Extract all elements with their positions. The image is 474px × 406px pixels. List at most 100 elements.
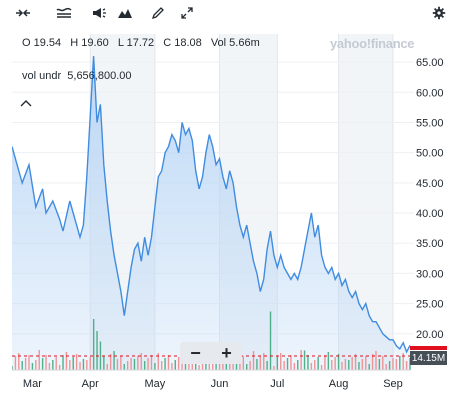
price-chart[interactable]: 65.00 60.00 55.00 50.00 45.00 40.00 35.00 30.00… (12, 34, 462, 406)
volume-bar (113, 351, 115, 370)
volume-bar (99, 341, 102, 370)
zoom-out-button[interactable]: − (190, 342, 201, 363)
volume-bar (82, 359, 85, 370)
zoom-controls: − + (180, 342, 242, 364)
y-tick-label: 45.00 (416, 178, 444, 190)
volume-legend-label: vol undr (22, 70, 62, 82)
volume-bar (106, 364, 108, 370)
volume-bar (269, 311, 272, 370)
volume-bar (171, 363, 173, 370)
y-tick-label: 55.00 (416, 117, 444, 129)
volume-bar (140, 353, 142, 370)
x-tick-label: Jul (270, 378, 284, 390)
volume-bar (290, 355, 292, 370)
chart-area[interactable]: 65.00 60.00 55.00 50.00 45.00 40.00 35.00 30.00… (12, 34, 462, 406)
volume-bar (358, 362, 360, 370)
close-readout: C 18.08 (163, 37, 202, 49)
volume-bar (395, 359, 398, 370)
volume-bar (334, 357, 336, 370)
volume-bar (154, 363, 156, 370)
volume-bar (341, 362, 343, 370)
x-tick-label: May (144, 378, 165, 390)
volume-bar (208, 360, 210, 370)
zoom-in-button[interactable]: + (221, 342, 232, 363)
volume-bar (160, 361, 163, 370)
volume-bar (31, 363, 34, 370)
volume-bar (116, 359, 119, 370)
volume-bar (41, 358, 44, 370)
volume-bar (177, 357, 180, 370)
volume-bar (314, 360, 316, 370)
price-area (12, 56, 410, 370)
volume-bar (283, 361, 285, 370)
volume-bar (65, 352, 68, 370)
y-tick-label: 40.00 (416, 208, 444, 220)
volume-bar (246, 364, 248, 370)
volume-bar (191, 360, 193, 370)
volume-bar (147, 358, 149, 370)
y-tick-label: 35.00 (416, 238, 444, 250)
volume-bar (368, 364, 370, 370)
x-tick-label: Mar (23, 378, 42, 390)
volume-bar (35, 360, 37, 370)
y-tick-label: 20.00 (416, 329, 444, 341)
volume-bar (409, 358, 411, 370)
volume-bar (181, 358, 183, 370)
compare-icon[interactable] (12, 3, 34, 23)
draw-icon[interactable] (147, 3, 169, 23)
volume-bar (399, 356, 401, 370)
volume-bar (324, 355, 326, 370)
volume-bar (18, 353, 20, 370)
volume-legend-value: 5,656,800.00 (67, 70, 132, 82)
volume-bar (259, 356, 262, 370)
volume-legend: vol undr 5,656,800.00 (22, 70, 132, 82)
x-tick-label: Apr (82, 378, 99, 390)
y-tick-label: 50.00 (416, 148, 444, 160)
volume-bar (62, 355, 64, 370)
volume-bar (58, 365, 61, 370)
indicators-icon[interactable] (53, 3, 75, 23)
y-tick-label: 30.00 (416, 268, 444, 280)
volume-bar (317, 357, 319, 370)
collapse-legend-chevron-icon[interactable] (20, 95, 34, 107)
volume-bar (72, 357, 74, 370)
volume-bar (96, 331, 98, 370)
volume-bar (239, 359, 241, 370)
volume-bar (28, 355, 30, 370)
volume-bar (348, 360, 350, 370)
chart-type-icon[interactable] (114, 3, 136, 23)
volume-bar (201, 362, 204, 370)
volume-bar (38, 350, 40, 370)
volume-bar (331, 360, 333, 370)
fullscreen-icon[interactable] (176, 3, 198, 23)
volume-bar (337, 354, 340, 370)
volume-bar (320, 365, 323, 370)
volume-bar (103, 356, 105, 370)
volume-bar (130, 358, 132, 370)
volume-bar (79, 362, 81, 370)
volume-bar (249, 361, 251, 370)
volume-bar (48, 363, 51, 370)
volume-bar (120, 356, 122, 370)
volume-bar (52, 360, 54, 370)
volume-bar (109, 354, 112, 370)
volume-bar (276, 356, 279, 370)
settings-icon[interactable] (428, 3, 450, 23)
volume-bar (351, 357, 353, 370)
events-icon[interactable] (88, 3, 110, 23)
ohlc-readout: O 19.54 H 19.60 L 17.72 C 18.08 Vol 5.66… (22, 37, 266, 49)
volume-bar (150, 355, 153, 370)
volume-bar (402, 353, 404, 370)
y-tick-label: 25.00 (416, 299, 444, 311)
volume-bar (307, 355, 309, 370)
volume-bar (297, 360, 299, 370)
y-tick-label: 65.00 (416, 57, 444, 69)
volume-bar (378, 359, 381, 370)
volume-bar (310, 363, 313, 370)
volume-bar (252, 351, 255, 370)
volume-bar (126, 361, 129, 370)
volume-bar (405, 361, 408, 370)
volume-bar (174, 360, 176, 370)
volume-bar (86, 360, 88, 370)
volume-bar (222, 359, 224, 370)
